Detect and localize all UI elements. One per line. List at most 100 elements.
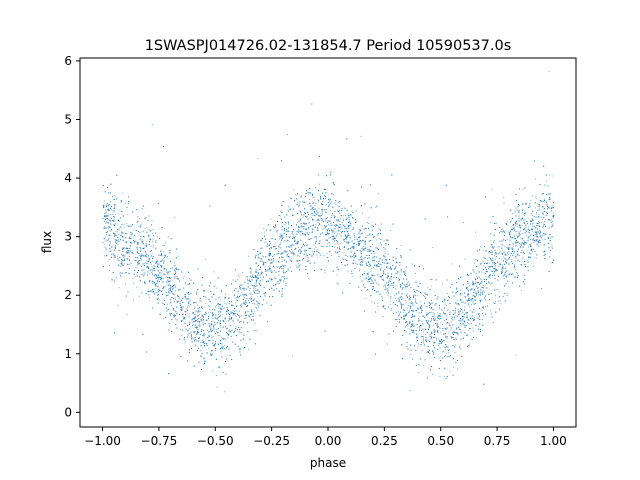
scatter-point [538,207,540,209]
scatter-point [206,329,208,331]
scatter-point [508,253,509,255]
scatter-point [405,331,407,333]
scatter-point [505,261,507,262]
scatter-point [434,336,436,338]
scatter-point [522,256,524,258]
scatter-point [283,280,284,282]
scatter-point [411,263,413,265]
scatter-point [292,355,294,357]
scatter-point [323,227,325,229]
scatter-point [241,305,243,307]
scatter-point [188,306,190,307]
scatter-point [549,207,551,209]
scatter-point [151,266,153,268]
scatter-point [435,339,437,341]
scatter-point [216,375,218,377]
scatter-point [283,281,285,283]
scatter-point [507,247,509,249]
scatter-point [444,376,445,378]
scatter-point [181,308,183,310]
scatter-point [489,277,491,279]
scatter-point [501,270,503,272]
scatter-point [160,269,162,271]
scatter-point [380,223,382,225]
scatter-point [110,250,112,252]
scatter-point [489,274,491,276]
scatter-point [114,225,116,227]
scatter-point [443,320,445,322]
scatter-point [302,216,304,218]
scatter-point [302,226,304,228]
scatter-point [520,289,522,291]
scatter-point [114,213,116,215]
scatter-point [175,284,177,286]
scatter-point [211,337,213,339]
scatter-point [409,354,411,355]
scatter-point [456,287,458,289]
scatter-point [204,333,206,335]
scatter-point [323,254,325,256]
scatter-point [157,277,158,279]
scatter-point [136,264,138,266]
scatter-point [503,229,504,231]
scatter-point [332,229,333,231]
scatter-point [180,320,182,322]
scatter-point [542,226,544,228]
scatter-point [248,299,250,301]
scatter-point [476,275,478,277]
scatter-point [288,240,290,242]
scatter-point [366,289,368,291]
scatter-point [445,355,447,357]
scatter-point [108,218,110,220]
scatter-point [304,233,305,235]
scatter-point [138,218,140,220]
scatter-point [217,314,219,315]
scatter-point [295,194,296,196]
scatter-point [256,304,258,306]
scatter-point [464,296,466,298]
scatter-point [338,246,340,248]
scatter-point [524,215,525,217]
scatter-point [400,245,402,246]
scatter-point [237,279,239,281]
scatter-point [178,278,180,280]
scatter-point [300,212,302,214]
scatter-point [207,332,209,334]
scatter-point [288,246,290,248]
scatter-point [332,194,334,196]
scatter-point [524,240,526,242]
scatter-point [145,262,147,264]
scatter-point [124,272,126,274]
scatter-point [368,223,370,224]
scatter-point [447,331,449,333]
scatter-point [267,280,269,282]
scatter-point [535,198,537,200]
scatter-point [169,280,171,282]
scatter-point [338,249,340,251]
scatter-point [132,277,134,279]
scatter-point [347,242,349,244]
scatter-point [117,231,119,233]
scatter-point [130,262,132,264]
scatter-point [549,174,551,176]
scatter-point [487,265,489,267]
scatter-point [435,319,437,321]
scatter-point [180,301,181,303]
scatter-point [326,204,327,206]
scatter-point [169,323,171,325]
scatter-point [364,243,366,245]
scatter-point [366,249,368,251]
scatter-point [527,240,529,242]
scatter-point [390,308,392,310]
scatter-point [406,296,408,297]
scatter-point [196,315,198,317]
scatter-point [505,270,507,272]
scatter-point [364,232,366,234]
scatter-point [269,277,270,279]
scatter-point [147,234,149,236]
scatter-point [311,214,313,216]
scatter-point [157,298,159,299]
scatter-point [364,278,366,280]
scatter-point [309,198,311,200]
scatter-point [133,229,135,231]
